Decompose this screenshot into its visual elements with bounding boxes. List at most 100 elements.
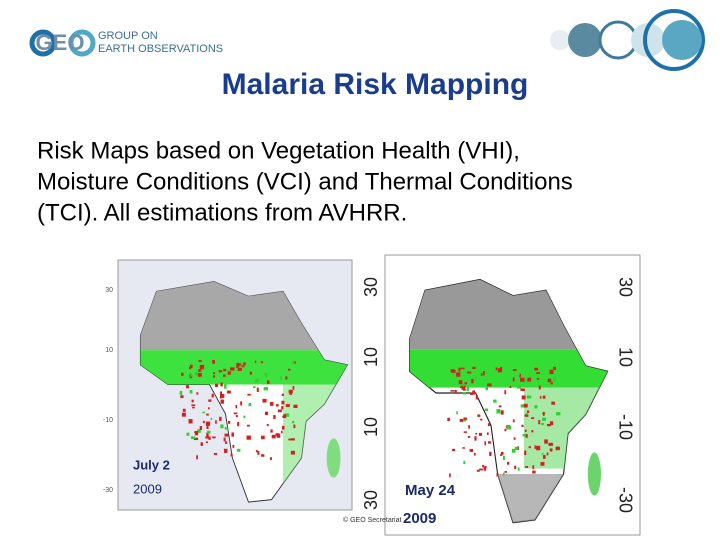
risk-dot [293, 404, 298, 408]
risk-dot [288, 438, 292, 441]
risk-dot [246, 424, 250, 427]
risk-dot [449, 473, 451, 478]
risk-dot [503, 472, 505, 476]
risk-dot [270, 457, 272, 461]
risk-dot [280, 430, 283, 434]
risk-dot [546, 452, 549, 456]
risk-dot [273, 415, 276, 419]
risk-dot [542, 417, 547, 421]
risk-dot [219, 416, 222, 421]
risk-dot [293, 424, 296, 429]
risk-dot [285, 376, 288, 380]
risk-dot [522, 378, 527, 382]
risk-dot [495, 367, 498, 371]
decor-circle [643, 9, 705, 71]
risk-dot [462, 383, 465, 387]
risk-dot [235, 414, 238, 418]
risk-dot [241, 365, 245, 368]
risk-dot [224, 441, 228, 444]
risk-dot [223, 448, 228, 453]
risk-dot [237, 367, 242, 371]
risk-dot [226, 390, 231, 394]
map-tick: 10 [361, 417, 381, 437]
risk-dot [200, 442, 203, 446]
risk-dot [236, 448, 241, 452]
decor-circle [550, 30, 570, 50]
risk-dot [220, 382, 223, 387]
risk-dot [285, 404, 290, 407]
risk-dot [519, 374, 521, 378]
risk-dot [504, 428, 507, 432]
risk-dot [469, 448, 474, 452]
risk-dot [188, 419, 193, 424]
risk-dot [277, 409, 282, 413]
risk-dot [249, 371, 253, 375]
risk-dot [280, 376, 282, 381]
risk-dot [482, 464, 485, 468]
risk-dot [207, 430, 211, 434]
risk-dot [497, 368, 502, 373]
risk-dot [222, 374, 226, 377]
risk-dot [206, 425, 209, 430]
risk-dot [452, 448, 456, 452]
risk-dot [189, 364, 193, 369]
map-tick: 10 [361, 347, 381, 367]
risk-dot [493, 399, 497, 403]
risk-dot [496, 472, 499, 477]
risk-dot [181, 412, 186, 417]
risk-dot [461, 385, 466, 390]
map-tick: 30 [361, 277, 381, 297]
risk-dot [266, 423, 269, 427]
risk-dot [281, 406, 284, 410]
risk-dot [186, 385, 190, 389]
risk-dot [284, 413, 290, 417]
risk-dot [466, 386, 469, 391]
risk-dot [224, 384, 227, 389]
risk-dot [523, 403, 528, 408]
map-tick: -10 [615, 414, 635, 440]
risk-dot [180, 395, 184, 399]
risk-dot [483, 466, 487, 471]
risk-dot [223, 368, 227, 372]
risk-dot [247, 393, 251, 396]
risk-dot [532, 465, 535, 470]
risk-dot [506, 425, 512, 430]
risk-dot [223, 437, 226, 442]
risk-dot [541, 453, 544, 455]
risk-dot [541, 422, 545, 426]
title: Malaria Risk Mapping [222, 68, 529, 101]
risk-dot [237, 421, 240, 427]
risk-dot [205, 421, 211, 426]
risk-dot [548, 442, 553, 446]
risk-dot [504, 390, 507, 395]
risk-dot [288, 389, 293, 394]
risk-dot [263, 387, 268, 391]
risk-dot [535, 445, 541, 451]
risk-dot [194, 430, 199, 436]
risk-dot [292, 360, 294, 364]
risk-dot [456, 372, 461, 377]
risk-dot [190, 373, 192, 377]
risk-dot [287, 368, 291, 371]
risk-dot [235, 404, 238, 409]
risk-dot [261, 454, 265, 457]
map-year: 2009 [133, 481, 162, 496]
risk-dot [460, 367, 465, 370]
risk-dot [232, 444, 235, 448]
risk-dot [521, 395, 526, 400]
risk-dot [254, 379, 259, 383]
risk-dot [199, 426, 203, 430]
map: May 24 2009 30 10 10 30 30 10 -10 -30 [361, 254, 641, 536]
map-tick: -10 [103, 417, 113, 424]
logo-text: EARTH OBSERVATIONS [98, 43, 223, 55]
risk-dot [534, 367, 539, 371]
risk-dots [179, 360, 298, 461]
risk-dot [281, 425, 285, 430]
risk-dot [525, 466, 529, 468]
risk-dot [514, 446, 519, 451]
risk-dot [256, 387, 259, 392]
risk-dot [179, 390, 183, 395]
decor-circle [631, 23, 665, 57]
risk-dot [257, 451, 260, 455]
